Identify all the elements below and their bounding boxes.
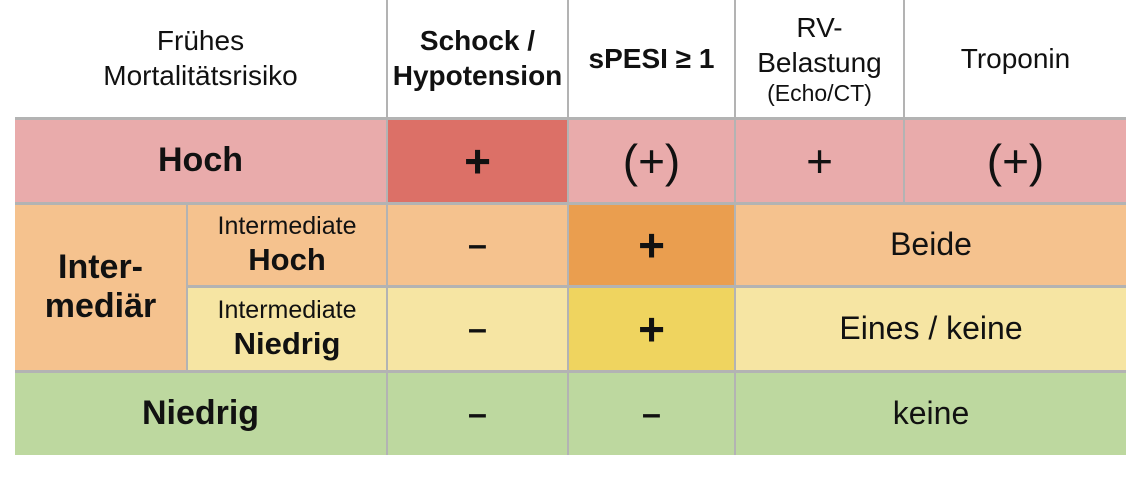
intermediate-high-spesi-value: +	[638, 218, 665, 271]
header-shock-line2: Hypotension	[392, 60, 563, 92]
cell-intermediate-low-shock: –	[386, 284, 568, 371]
cell-intermediate-high-rv-troponin: Beide	[734, 201, 1126, 286]
cell-high-label: Hoch	[15, 118, 387, 203]
header-troponin: Troponin	[903, 0, 1126, 120]
intermediate-high-shock-value: –	[468, 225, 487, 264]
intermediate-low-shock-value: –	[468, 309, 487, 348]
header-spesi: sPESI ≥ 1	[567, 0, 735, 120]
row-low-risk: Niedrig – – keine	[15, 369, 1126, 455]
high-shock-value: +	[464, 134, 491, 187]
table-header-row: Frühes Mortalitätsrisiko Schock / Hypote…	[15, 0, 1126, 120]
intermediate-high-sublabel-bottom: Hoch	[248, 241, 326, 277]
cell-low-rv-troponin: keine	[734, 369, 1126, 455]
cell-intermediate-high-shock: –	[386, 201, 568, 286]
cell-high-spesi: (+)	[567, 118, 735, 203]
header-risk-line2: Mortalitätsrisiko	[103, 60, 298, 92]
intermediate-low-rv-troponin-value: Eines / keine	[839, 310, 1023, 346]
cell-intermediate-low-rv-troponin: Eines / keine	[734, 284, 1126, 371]
intermediate-low-sublabel-top: Intermediate	[217, 295, 357, 324]
cell-low-label: Niedrig	[15, 369, 387, 455]
cell-low-shock: –	[386, 369, 568, 455]
risk-stratification-table: Frühes Mortalitätsrisiko Schock / Hypote…	[15, 0, 1126, 455]
low-rv-troponin-value: keine	[892, 395, 970, 432]
header-rv-strain: RV- Belastung (Echo/CT)	[734, 0, 904, 120]
cell-intermediate-high-sublabel: Intermediate Hoch	[186, 201, 387, 286]
high-rv-value: +	[806, 134, 833, 187]
header-rv-line2: Belastung	[757, 46, 882, 78]
cell-high-rv: +	[734, 118, 904, 203]
header-risk-line1: Frühes	[156, 25, 245, 57]
high-spesi-value: (+)	[622, 134, 681, 187]
cell-intermediate-label: Inter- mediär	[15, 201, 187, 371]
intermediate-low-sublabel-bottom: Niedrig	[233, 325, 341, 361]
header-troponin-label: Troponin	[960, 42, 1071, 74]
high-label: Hoch	[158, 140, 243, 179]
header-shock-hypotension: Schock / Hypotension	[386, 0, 568, 120]
low-label: Niedrig	[141, 394, 260, 433]
header-spesi-label: sPESI ≥ 1	[588, 42, 715, 74]
intermediate-high-rv-troponin-value: Beide	[890, 226, 972, 262]
row-high-risk: Hoch + (+) + (+)	[15, 118, 1126, 203]
low-spesi-value: –	[642, 394, 661, 433]
cell-high-shock: +	[386, 118, 568, 203]
low-shock-value: –	[468, 394, 487, 433]
cell-intermediate-low-sublabel: Intermediate Niedrig	[186, 284, 387, 371]
cell-intermediate-high-spesi: +	[567, 201, 735, 286]
cell-high-troponin: (+)	[903, 118, 1126, 203]
intermediate-label-line2: mediär	[44, 287, 157, 325]
header-shock-line1: Schock /	[419, 25, 536, 57]
row-intermediate-high: Inter- mediär Intermediate Hoch – + Beid…	[15, 201, 1126, 371]
header-rv-line3: (Echo/CT)	[767, 79, 872, 106]
cell-low-spesi: –	[567, 369, 735, 455]
high-troponin-value: (+)	[986, 134, 1045, 187]
intermediate-high-sublabel-top: Intermediate	[217, 211, 357, 240]
row-intermediate-low: Intermediate Niedrig – + Eines / keine	[15, 284, 1126, 371]
intermediate-label-line1: Inter-	[58, 247, 143, 286]
header-rv-line1: RV-	[796, 11, 843, 43]
intermediate-low-spesi-value: +	[638, 302, 665, 355]
cell-intermediate-low-spesi: +	[567, 284, 735, 371]
header-early-mortality-risk: Frühes Mortalitätsrisiko	[15, 0, 387, 120]
